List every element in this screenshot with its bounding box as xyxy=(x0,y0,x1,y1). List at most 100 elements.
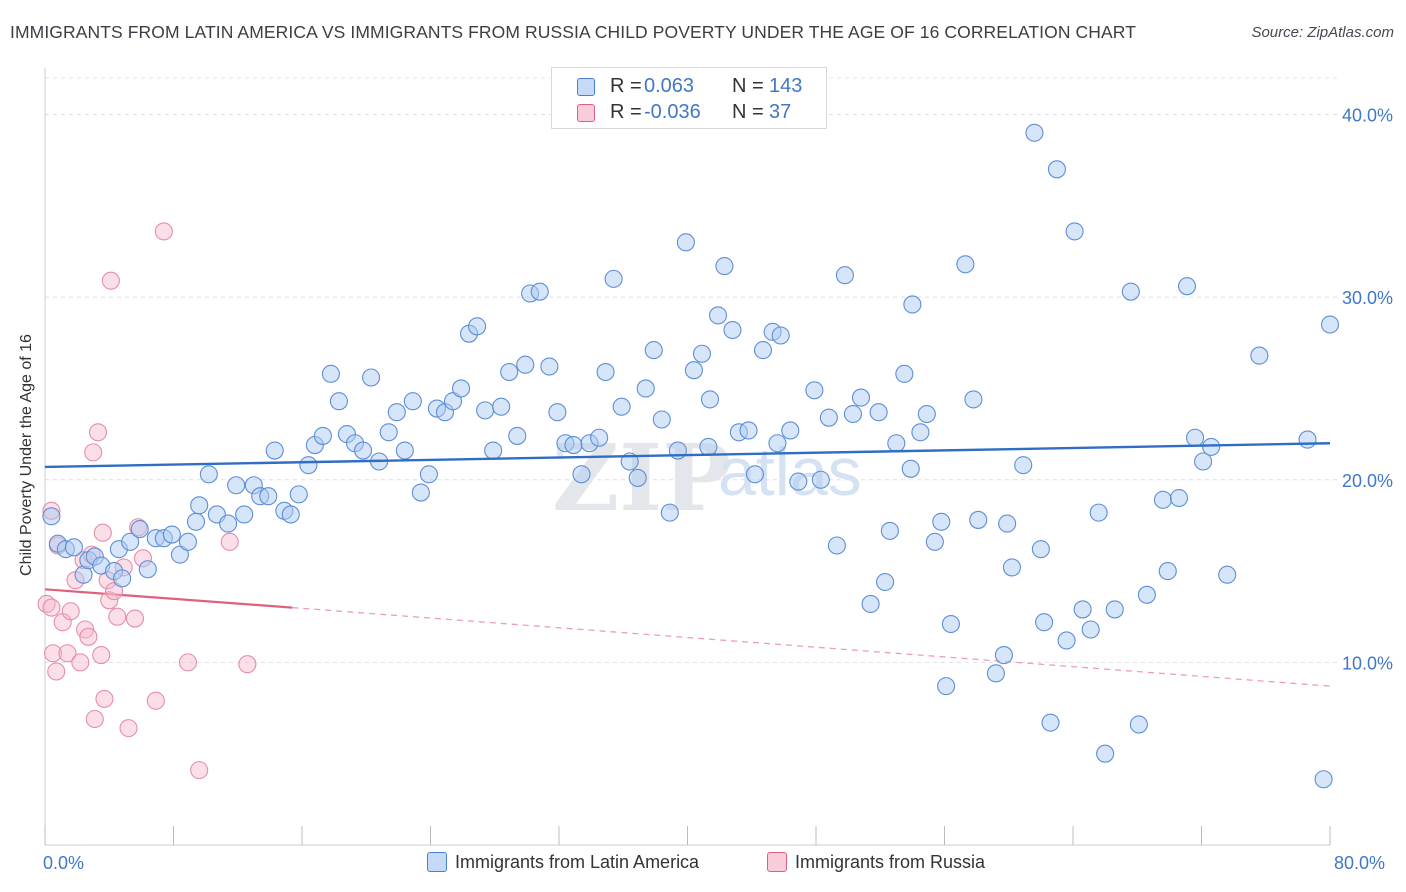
data-point-latin-america xyxy=(42,507,61,526)
data-point-latin-america xyxy=(235,505,254,524)
data-point-russia xyxy=(85,709,104,729)
data-point-latin-america xyxy=(1073,600,1092,619)
data-point-latin-america xyxy=(484,441,503,460)
data-point-latin-america xyxy=(986,664,1005,683)
data-point-latin-america xyxy=(876,572,895,592)
data-point-latin-america xyxy=(811,470,830,489)
data-point-latin-america xyxy=(313,426,332,445)
data-point-latin-america xyxy=(419,465,438,484)
data-point-latin-america xyxy=(941,614,960,634)
data-point-latin-america xyxy=(443,392,463,411)
data-point-latin-america xyxy=(964,390,983,409)
data-point-russia xyxy=(105,582,124,601)
data-point-latin-america xyxy=(395,441,414,460)
n-value: 143 xyxy=(769,75,803,97)
data-point-latin-america xyxy=(745,465,765,484)
data-point-latin-america xyxy=(281,505,300,524)
data-point-latin-america xyxy=(861,594,880,613)
data-point-latin-america xyxy=(1089,503,1108,522)
data-point-latin-america xyxy=(660,503,679,522)
data-point-latin-america xyxy=(692,344,712,363)
data-point-latin-america xyxy=(843,404,862,424)
n-label: N = xyxy=(732,101,764,123)
data-point-latin-america xyxy=(387,403,406,422)
data-point-russia xyxy=(37,594,56,613)
data-point-latin-america xyxy=(676,233,695,252)
data-point-latin-america xyxy=(895,364,914,383)
data-point-latin-america xyxy=(901,459,920,478)
trend-lines-russia xyxy=(44,588,1331,687)
data-point-russia xyxy=(238,655,257,674)
data-point-latin-america xyxy=(753,341,773,360)
data-point-latin-america xyxy=(789,472,808,491)
legend-label: Immigrants from Latin America xyxy=(455,852,700,872)
legend-swatch-pink xyxy=(767,852,787,872)
watermark-atlas: atlas xyxy=(718,434,862,510)
data-point-latin-america xyxy=(700,390,720,409)
data-point-latin-america xyxy=(1250,346,1269,365)
data-point-latin-america xyxy=(1014,456,1033,475)
data-point-latin-america xyxy=(969,510,988,529)
y-tick-label: 10.0% xyxy=(1342,653,1393,673)
y-tick-label: 20.0% xyxy=(1342,471,1393,491)
data-point-latin-america xyxy=(612,397,631,416)
data-point-russia xyxy=(92,646,111,665)
data-point-latin-america xyxy=(1202,437,1221,456)
x-tick-min: 0.0% xyxy=(43,853,85,873)
data-point-latin-america xyxy=(516,355,535,374)
data-point-latin-america xyxy=(162,525,181,544)
trend-lines-latin-america xyxy=(44,442,1331,469)
data-point-latin-america xyxy=(492,397,511,416)
data-point-latin-america xyxy=(1081,620,1100,639)
data-point-latin-america xyxy=(130,520,149,539)
data-point-latin-america xyxy=(500,362,519,382)
y-tick-labels: 10.0% 20.0% 30.0% 40.0% xyxy=(1342,106,1393,674)
data-point-russia xyxy=(178,653,198,672)
data-point-latin-america xyxy=(564,436,583,455)
data-point-latin-america xyxy=(138,560,157,579)
data-point-latin-america xyxy=(887,434,906,453)
data-point-latin-america xyxy=(771,326,790,345)
r-label: R = xyxy=(610,101,642,123)
data-point-russia xyxy=(146,691,165,710)
data-point-latin-america xyxy=(113,569,132,588)
data-point-latin-america xyxy=(805,381,824,400)
data-point-latin-america xyxy=(937,677,956,696)
data-point-latin-america xyxy=(451,379,471,398)
data-point-latin-america xyxy=(644,341,663,360)
data-point-latin-america xyxy=(628,468,647,487)
data-point-russia xyxy=(42,598,61,617)
data-point-latin-america xyxy=(835,266,854,285)
data-point-latin-america xyxy=(1320,315,1340,334)
data-point-latin-america xyxy=(219,514,238,533)
data-point-latin-america xyxy=(1186,428,1205,447)
source-label: Source: ZipAtlas.com xyxy=(1251,24,1394,41)
data-point-latin-america xyxy=(596,362,615,382)
r-value: 0.063 xyxy=(644,75,695,97)
data-point-latin-america xyxy=(1057,631,1076,650)
trend-line-latin-america xyxy=(44,442,1331,469)
data-point-latin-america xyxy=(925,532,944,551)
data-point-russia xyxy=(101,271,120,290)
data-point-latin-america xyxy=(1129,715,1148,734)
data-point-latin-america xyxy=(227,476,246,495)
data-point-latin-america xyxy=(186,512,206,531)
data-point-latin-america xyxy=(869,403,888,422)
data-point-russia xyxy=(119,719,138,738)
data-point-latin-america xyxy=(1041,713,1060,732)
data-point-latin-america xyxy=(1153,490,1172,509)
data-point-latin-america xyxy=(1137,585,1156,604)
data-point-latin-america xyxy=(508,426,527,445)
data-point-latin-america xyxy=(1169,488,1189,508)
trend-line-russia-solid xyxy=(44,588,293,609)
data-point-latin-america xyxy=(827,536,846,555)
data-point-latin-america xyxy=(362,368,381,387)
points-latin-america xyxy=(42,123,1340,789)
data-point-russia xyxy=(61,602,80,621)
data-point-latin-america xyxy=(540,357,559,376)
legend-label: Immigrants from Russia xyxy=(795,852,986,872)
data-point-latin-america xyxy=(768,434,787,453)
data-point-latin-america xyxy=(379,423,398,442)
data-point-latin-america xyxy=(1121,282,1140,301)
data-point-latin-america xyxy=(715,257,734,276)
